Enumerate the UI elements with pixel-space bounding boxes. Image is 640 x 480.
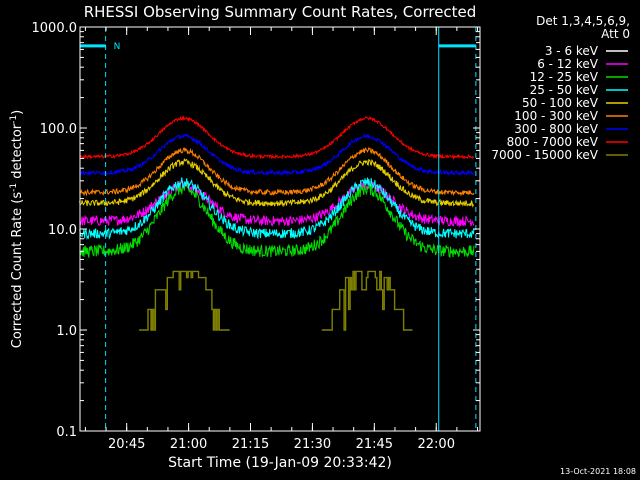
x-axis-label: Start Time (19-Jan-09 20:33:42) [168, 455, 392, 471]
night-label: N [114, 42, 121, 52]
series-line-6 [79, 133, 475, 177]
x-tick-label: 21:45 [356, 437, 393, 452]
y-axis-label-end: ) [10, 110, 25, 115]
series-line-4 [79, 157, 475, 208]
legend-label: 50 - 100 keV [522, 96, 599, 110]
series-line-2 [79, 181, 475, 259]
legend-label: 7000 - 15000 keV [491, 148, 598, 162]
y-axis-label-mid: detector [10, 123, 25, 183]
legend-label: 3 - 6 keV [545, 44, 599, 58]
y-axis-label-sup2: -1 [9, 115, 19, 124]
legend-label: 300 - 800 keV [514, 122, 598, 136]
legend-label: 100 - 300 keV [514, 109, 598, 123]
y-tick-label: 0.1 [56, 425, 77, 440]
series-line-3 [79, 177, 475, 241]
x-axis: 20:45 21:00 21:15 21:30 21:45 22:00 [84, 27, 479, 452]
legend-label: 6 - 12 keV [537, 57, 599, 71]
legend-label: 25 - 50 keV [530, 83, 599, 97]
y-axis-label: Corrected Count Rate (s-1 detector-1) [9, 110, 25, 348]
legend-header-line1: Det 1,3,4,5,6,9, [536, 14, 630, 28]
x-tick-label: 20:45 [108, 437, 145, 452]
series-line-8 [321, 270, 413, 331]
y-tick-label: 100.0 [40, 122, 77, 137]
y-axis: 0.1 1.0 10.0 100.0 1000.0 [32, 21, 480, 440]
x-tick-label: 21:30 [294, 437, 331, 452]
chart-title: RHESSI Observing Summary Count Rates, Co… [84, 3, 477, 21]
x-tick-label: 22:00 [418, 437, 455, 452]
series-line-1 [79, 179, 475, 228]
series-line-7 [79, 115, 474, 160]
footer-timestamp: 13-Oct-2021 18:08 [560, 467, 636, 476]
y-axis-label-sup1: -1 [9, 183, 19, 192]
legend-label: 800 - 7000 keV [507, 135, 599, 149]
series-line-8 [139, 270, 230, 331]
y-tick-label: 1.0 [56, 324, 77, 339]
x-tick-label: 21:00 [170, 437, 207, 452]
x-tick-label: 21:15 [232, 437, 269, 452]
y-axis-label-main: Corrected Count Rate (s [10, 192, 25, 349]
plot-area: N [79, 27, 477, 431]
legend-header-line2: Att 0 [601, 27, 630, 41]
legend-label: 12 - 25 keV [530, 70, 599, 84]
series-line-0 [79, 202, 475, 273]
y-tick-label: 10.0 [48, 223, 77, 238]
series-line-5 [79, 147, 475, 197]
y-tick-label: 1000.0 [32, 21, 78, 36]
